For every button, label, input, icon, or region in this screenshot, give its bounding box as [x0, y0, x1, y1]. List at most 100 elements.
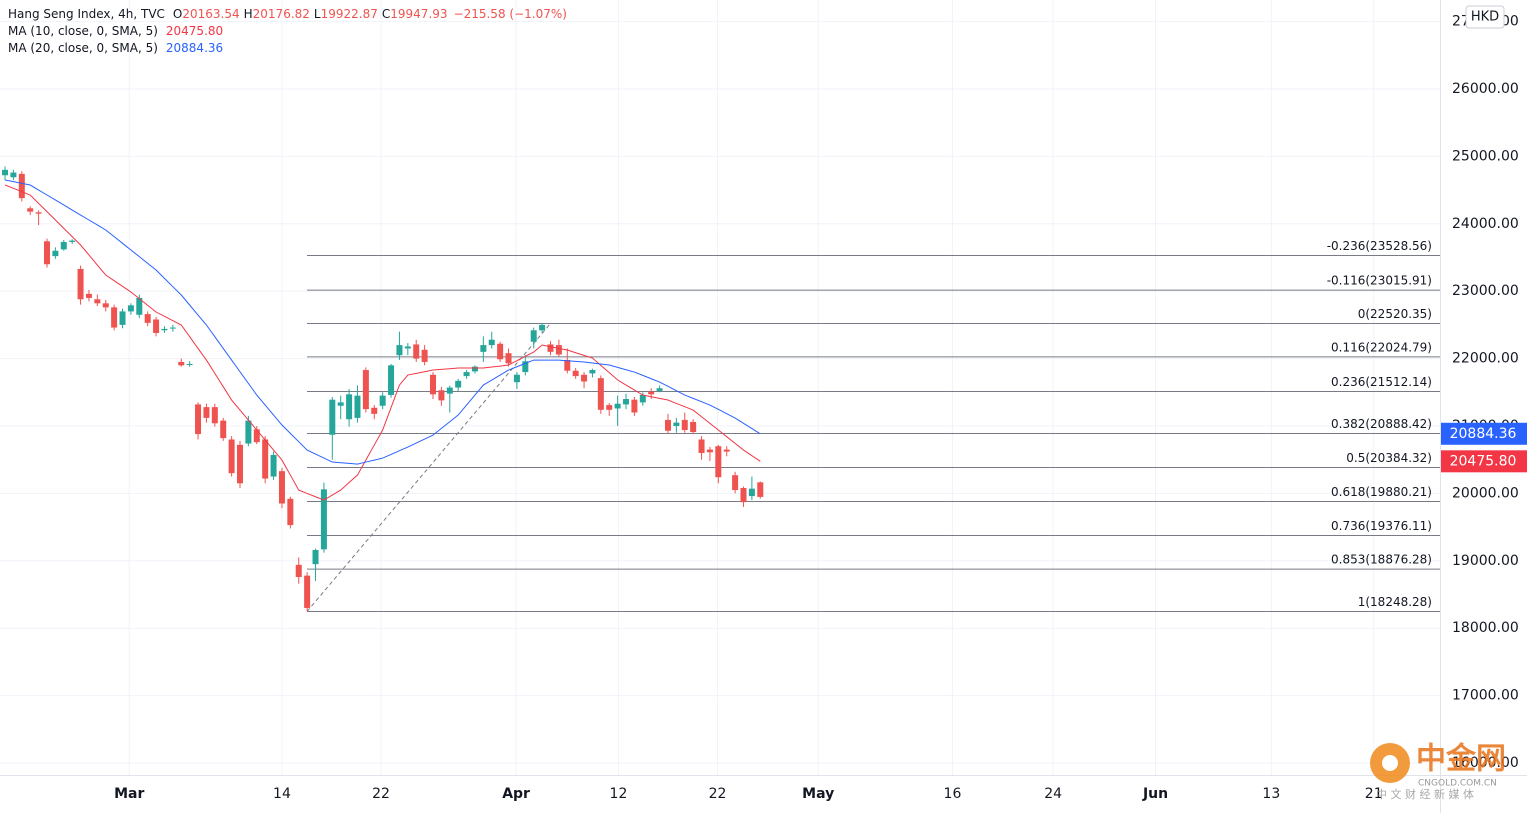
candle-body: [513, 374, 520, 383]
ohlc-value: 19947.93: [390, 7, 447, 21]
y-tick-label: 18000.00: [1452, 620, 1519, 636]
candle-body: [27, 208, 34, 212]
ma-name: MA (10, close, 0, SMA, 5): [8, 24, 158, 38]
candle-body: [320, 489, 327, 550]
candle-body: [153, 319, 160, 333]
candle-body: [60, 241, 67, 250]
candle-body: [430, 374, 437, 395]
y-tick-label: 17000.00: [1452, 688, 1519, 704]
candle-body: [35, 212, 42, 214]
legend: Hang Seng Index, 4h, TVC O20163.54 H20176.…: [8, 7, 567, 55]
candle-body: [136, 297, 143, 315]
watermark-logo: 中金网: [1416, 742, 1506, 777]
candle-body: [77, 268, 84, 300]
candle-body: [312, 550, 319, 565]
candle-body: [497, 343, 504, 360]
change: −215.58 (−1.07%): [454, 7, 567, 21]
fib-label: 0.736(19376.11): [1331, 519, 1432, 533]
candle-body: [211, 407, 218, 424]
ohlc-value: 20163.54: [182, 7, 239, 21]
candle-body: [555, 345, 562, 355]
candle-body: [480, 345, 487, 352]
legend-ma10: MA (10, close, 0, SMA, 5) 20475.80: [8, 24, 223, 38]
candle-body: [505, 353, 512, 364]
candle-body: [446, 387, 453, 394]
candle-body: [463, 372, 470, 377]
ohlc-value: 20176.82: [253, 7, 310, 21]
fib-label: 0.116(22024.79): [1331, 340, 1432, 354]
y-tick-label: 24000.00: [1452, 216, 1519, 232]
candle-body: [715, 446, 722, 478]
candle-body: [639, 394, 646, 403]
candle-body: [295, 564, 302, 577]
candle-body: [237, 444, 243, 484]
candle-body: [690, 421, 697, 433]
candle-body: [606, 405, 613, 410]
x-tick-label: 22: [372, 786, 390, 802]
candle-body: [656, 388, 663, 391]
x-tick-label: 21: [1365, 786, 1383, 802]
candle-body: [253, 429, 260, 443]
candle-body: [2, 169, 9, 176]
currency-box[interactable]: [1465, 5, 1505, 29]
candle-body: [572, 370, 579, 377]
candle-body: [748, 488, 755, 497]
candle-body: [388, 365, 395, 395]
price-badge: [1441, 450, 1527, 473]
candle-body: [85, 293, 92, 298]
currency[interactable]: HKD: [1471, 10, 1499, 25]
x-tick-label: 24: [1044, 786, 1062, 802]
candle-body: [203, 407, 210, 418]
candle-body: [228, 439, 235, 474]
candle-body: [488, 339, 495, 346]
candle-body: [522, 361, 529, 373]
grid: [0, 0, 1440, 775]
watermark: 中金网 CNGOLD.COM.CN 中 文 财 经 新 媒 体: [1370, 742, 1506, 801]
candle-body: [186, 363, 193, 365]
candle-body: [623, 399, 630, 405]
watermark-slogan: 中 文 财 经 新 媒 体: [1376, 787, 1474, 801]
ma-name: MA (20, close, 0, SMA, 5): [8, 41, 158, 55]
candle-body: [43, 241, 50, 265]
candle-body: [614, 403, 621, 409]
candle-body: [732, 475, 739, 491]
candle-body: [127, 305, 134, 312]
ohlc-letter: H: [244, 7, 253, 21]
candle-body: [438, 390, 445, 401]
candle-body: [547, 344, 554, 352]
x-tick-label: 13: [1262, 786, 1280, 802]
candle-body: [530, 330, 537, 342]
candle-body: [581, 374, 588, 382]
fib-label: -0.236(23528.56): [1327, 239, 1432, 253]
price-badge-label: 20475.80: [1450, 453, 1517, 469]
ohlc-value: 19922.87: [321, 7, 378, 21]
candle-body: [270, 454, 277, 477]
candle-body: [52, 250, 59, 257]
x-tick-label: 16: [944, 786, 962, 802]
price-badge-label: 20884.36: [1450, 426, 1517, 442]
candle-body: [631, 399, 638, 413]
candle-body: [589, 370, 596, 374]
candle-body: [421, 349, 428, 362]
candle-body: [69, 240, 76, 242]
candle-body: [161, 328, 168, 331]
candle-body: [681, 419, 688, 431]
candle-body: [178, 361, 185, 366]
candle-body: [371, 407, 378, 414]
candle-body: [144, 314, 151, 323]
watermark-site: CNGOLD.COM.CN: [1418, 779, 1497, 789]
price-badge: [1441, 422, 1527, 445]
currency-badge[interactable]: HKD: [1465, 5, 1505, 29]
candle-body: [245, 420, 252, 444]
x-tick-label: 12: [610, 786, 628, 802]
candle-body: [396, 345, 403, 356]
y-tick-label: 16000.00: [1452, 755, 1519, 771]
ohlc-letter: C: [382, 7, 390, 21]
y-tick-label: 23000.00: [1452, 283, 1519, 299]
candle-body: [723, 449, 730, 452]
candle-body: [119, 311, 126, 325]
candle-body: [706, 449, 713, 453]
candle-body: [698, 439, 705, 453]
